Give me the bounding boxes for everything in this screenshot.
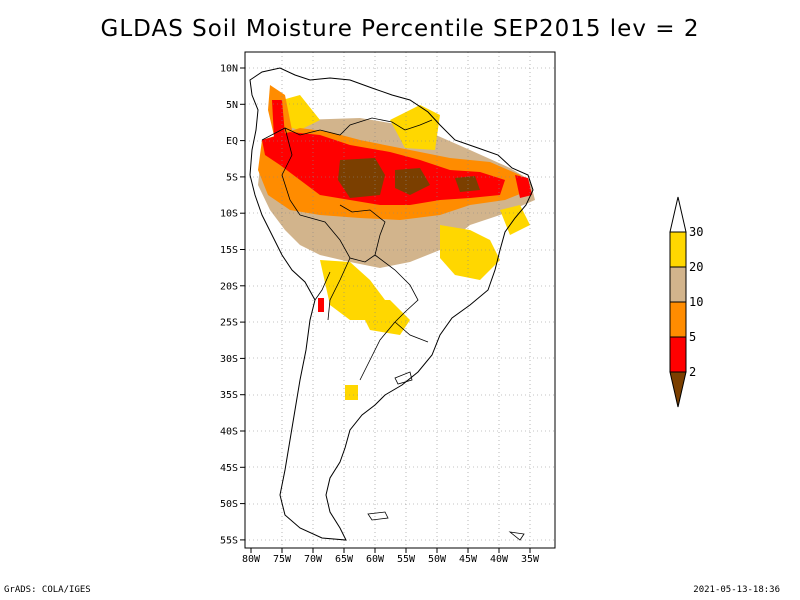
lon-tick-label: 65W: [335, 554, 354, 565]
country-borders: [261, 117, 433, 381]
colorbar-segment: [669, 231, 687, 268]
region-20-30: [390, 105, 440, 150]
region-20-30: [500, 205, 530, 235]
longitude-axis: 80W 75W 70W 65W 60W 55W 50W 45W 40W 35W: [242, 548, 540, 565]
estuary-outline: [394, 371, 413, 385]
lat-tick-label: 55S: [220, 535, 238, 546]
lat-tick-label: 35S: [220, 390, 238, 401]
colorbar-label: 30: [689, 225, 703, 239]
lat-tick-label: 15S: [220, 245, 238, 256]
continent-outline: [249, 67, 534, 541]
lat-tick-label: 20S: [220, 281, 238, 292]
lon-tick-label: 50W: [428, 554, 447, 565]
colorbar-segment-above-30: [669, 196, 687, 233]
lon-tick-label: 60W: [366, 554, 385, 565]
footer-grads-credit: GrADS: COLA/IGES: [4, 585, 91, 595]
region-below-2: [455, 176, 480, 192]
region-2-5: [318, 298, 324, 312]
lat-tick-label: 5N: [226, 100, 238, 111]
region-2-5: [515, 175, 532, 198]
lon-tick-label: 80W: [242, 554, 261, 565]
region-20-30: [355, 300, 410, 335]
colorbar-segment: [669, 301, 687, 338]
graticule: [245, 52, 555, 548]
colorbar-label: 20: [689, 260, 703, 274]
footer-timestamp: 2021-05-13-18:36: [693, 585, 780, 595]
lat-tick-label: 10S: [220, 209, 238, 220]
lon-tick-label: 55W: [397, 554, 416, 565]
lat-tick-label: 25S: [220, 318, 238, 329]
lat-tick-label: 50S: [220, 499, 238, 510]
region-20-30: [440, 225, 500, 280]
lat-tick-label: 5S: [226, 172, 238, 183]
region-20-30: [345, 385, 358, 400]
percentile-shading: [258, 85, 535, 400]
lat-tick-label: 45S: [220, 463, 238, 474]
lat-tick-label: EQ: [226, 136, 238, 147]
lon-tick-label: 45W: [459, 554, 478, 565]
lat-tick-label: 40S: [220, 427, 238, 438]
colorbar: 2 5 10 20 30: [669, 196, 703, 408]
lon-tick-label: 70W: [304, 554, 323, 565]
lon-tick-label: 40W: [490, 554, 509, 565]
colorbar-label: 10: [689, 295, 703, 309]
map-title: GLDAS Soil Moisture Percentile SEP2015 l…: [100, 16, 700, 42]
falkland-islands-outline: [367, 511, 389, 521]
south-georgia-outline: [508, 531, 525, 541]
colorbar-segment: [669, 266, 687, 303]
colorbar-segment: [669, 336, 687, 373]
lat-tick-label: 30S: [220, 354, 238, 365]
region-below-2: [395, 168, 430, 195]
colorbar-segment-below-2: [669, 371, 687, 408]
lon-tick-label: 35W: [521, 554, 540, 565]
colorbar-label: 2: [689, 365, 696, 379]
region-below-2: [338, 158, 385, 198]
plot-border: [244, 51, 556, 549]
lon-tick-label: 75W: [273, 554, 292, 565]
lat-tick-label: 10N: [220, 64, 238, 75]
latitude-axis: 10N 5N EQ 5S 10S 15S 20S 25S 30S 35S 40S 45S 50S 55S: [220, 64, 245, 546]
region-2-5: [262, 132, 505, 205]
colorbar-label: 5: [689, 330, 696, 344]
